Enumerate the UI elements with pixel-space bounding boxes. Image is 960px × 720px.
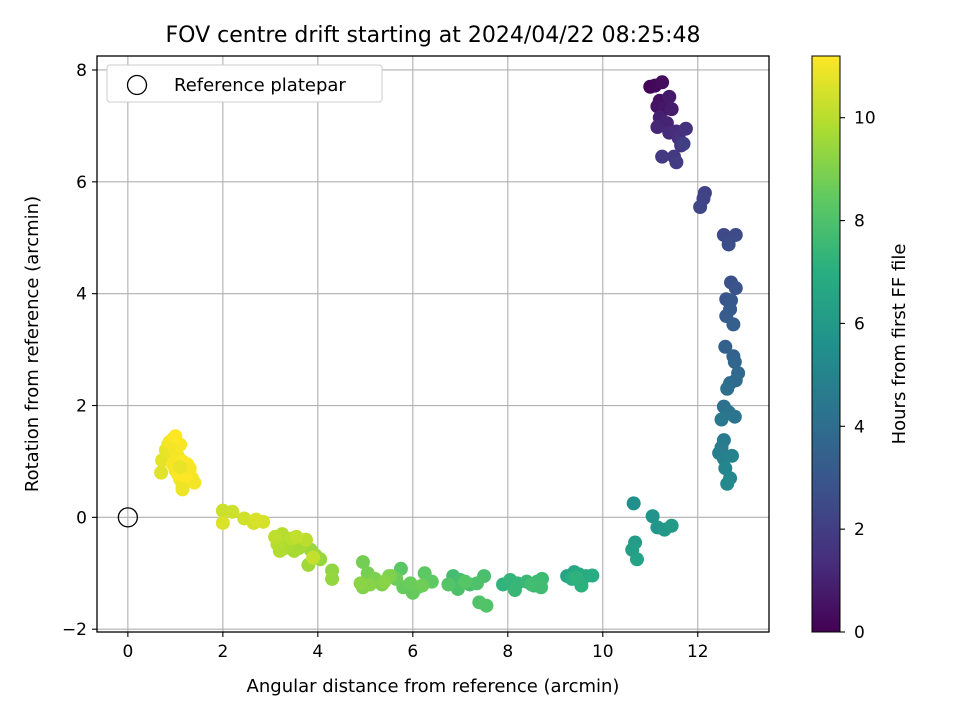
colorbar-label: Hours from first FF file	[889, 244, 910, 445]
y-axis: −2 0 2 4 6 8	[62, 61, 97, 640]
data-point	[268, 529, 283, 544]
data-point	[629, 552, 644, 567]
data-point	[168, 429, 183, 444]
x-axis: 0 2 4 6 8 10 12	[122, 632, 709, 662]
data-point	[693, 199, 708, 214]
y-tick-label: 6	[76, 173, 87, 193]
data-point	[441, 577, 456, 592]
scatter-points	[154, 75, 746, 613]
colorbar-tick-label: 10	[854, 109, 876, 129]
data-point	[718, 339, 733, 354]
x-tick-label: 10	[592, 642, 614, 662]
data-point	[173, 460, 188, 475]
data-point	[507, 583, 522, 598]
data-point	[727, 409, 742, 424]
colorbar-tick-label: 2	[854, 520, 865, 540]
data-point	[726, 317, 741, 332]
data-point	[569, 570, 584, 585]
data-point	[669, 155, 684, 170]
data-point	[727, 354, 742, 369]
y-tick-label: 2	[76, 397, 87, 417]
colorbar-ticks: 0 2 4 6 8 10	[840, 109, 876, 643]
y-tick-label: 8	[76, 61, 87, 81]
data-point	[249, 512, 264, 527]
plot-frame	[96, 55, 770, 633]
data-point	[724, 448, 739, 463]
legend: Reference platepar	[106, 64, 383, 103]
data-point	[662, 89, 677, 104]
data-point	[289, 529, 304, 544]
legend-marker-icon	[126, 74, 148, 96]
reference-marker	[117, 507, 139, 528]
data-point	[585, 568, 600, 583]
data-point	[714, 412, 729, 427]
data-point	[720, 381, 735, 396]
x-tick-label: 12	[687, 642, 709, 662]
y-tick-label: −2	[62, 620, 87, 640]
data-point	[154, 465, 169, 480]
data-point	[355, 555, 370, 570]
y-axis-label: Rotation from reference (arcmin)	[22, 196, 43, 492]
chart-title: FOV centre drift starting at 2024/04/22 …	[166, 23, 701, 48]
data-point	[655, 75, 670, 90]
data-point	[175, 482, 190, 497]
data-point	[306, 550, 321, 565]
data-point	[650, 120, 665, 135]
data-point	[720, 476, 735, 491]
data-point	[403, 576, 418, 591]
colorbar-tick-label: 0	[854, 623, 865, 643]
data-point	[524, 577, 539, 592]
colorbar-tick-label: 4	[854, 417, 865, 437]
data-point	[377, 574, 392, 589]
data-point	[479, 598, 494, 613]
data-point	[215, 515, 230, 530]
data-point	[721, 237, 736, 252]
data-point	[325, 571, 340, 586]
data-point	[664, 518, 679, 533]
x-tick-label: 2	[217, 642, 228, 662]
colorbar-tick-label: 6	[854, 314, 865, 334]
data-point	[664, 102, 679, 117]
data-point	[655, 149, 670, 164]
data-point	[415, 578, 430, 593]
grid	[97, 56, 769, 632]
data-point	[626, 496, 641, 511]
data-point	[676, 136, 691, 151]
colorbar-gradient	[811, 55, 841, 633]
legend-box	[106, 64, 383, 103]
x-tick-label: 0	[122, 642, 133, 662]
colorbar: 0 2 4 6 8 10 Hours from first FF file	[811, 55, 910, 643]
y-tick-label: 4	[76, 285, 87, 305]
x-tick-label: 6	[407, 642, 418, 662]
y-tick-label: 0	[76, 508, 87, 528]
data-point	[225, 504, 240, 519]
colorbar-tick-label: 8	[854, 212, 865, 232]
x-axis-label: Angular distance from reference (arcmin)	[247, 676, 620, 697]
data-point	[728, 227, 743, 242]
x-tick-label: 8	[502, 642, 513, 662]
reference-point	[117, 507, 139, 528]
data-point	[645, 509, 660, 524]
data-point	[353, 576, 368, 591]
data-point	[678, 121, 693, 136]
x-tick-label: 4	[312, 642, 323, 662]
data-point	[469, 576, 484, 591]
data-point	[728, 281, 743, 296]
data-point	[458, 574, 473, 589]
legend-entry: Reference platepar	[174, 75, 346, 96]
